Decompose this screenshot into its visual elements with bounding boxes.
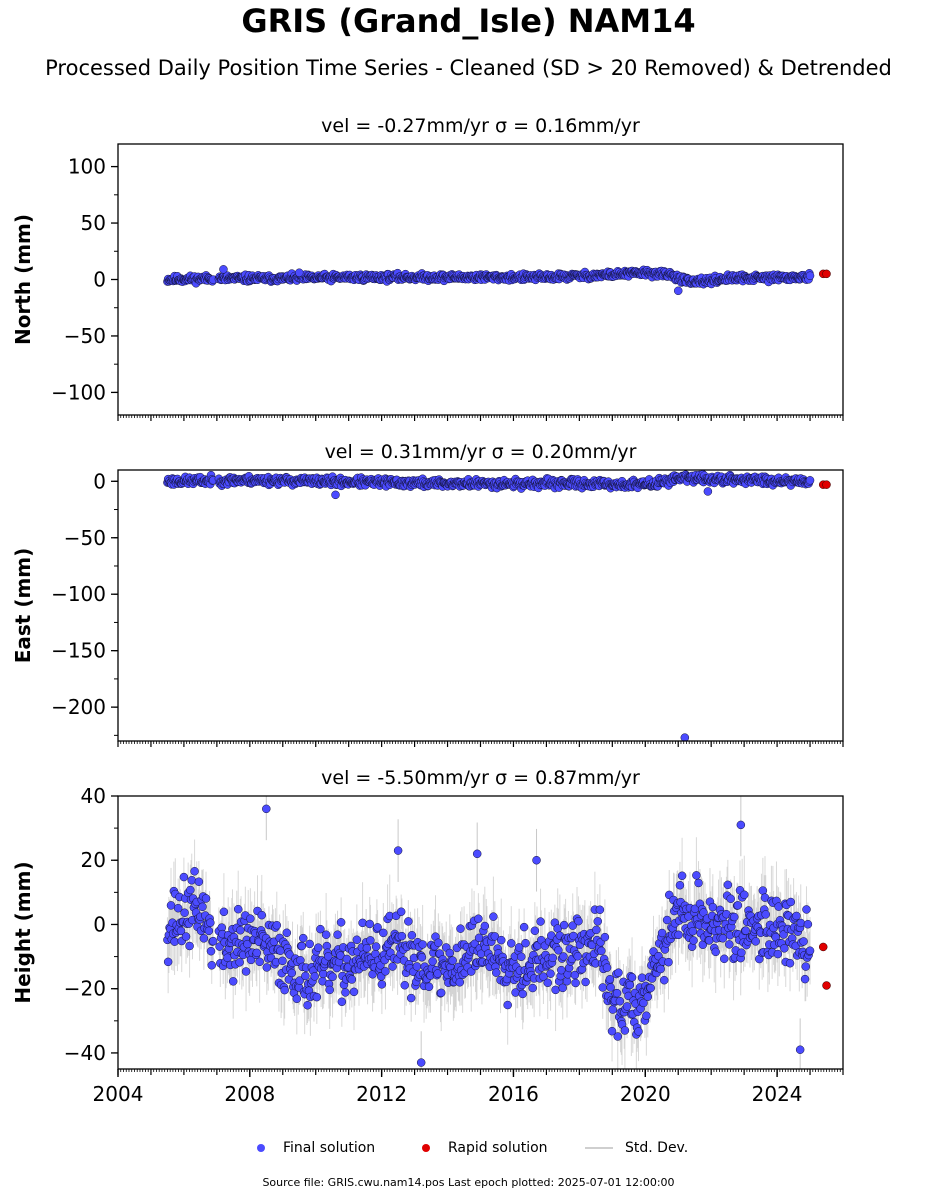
outlier-point (331, 490, 340, 500)
outlier-point (703, 487, 713, 496)
panel-title: vel = 0.31mm/yr σ = 0.20mm/yr (325, 441, 637, 463)
chart-subtitle: Processed Daily Position Time Series - C… (45, 56, 892, 80)
chart-title: GRIS (Grand_Isle) NAM14 (241, 2, 696, 40)
stddev-bars (166, 470, 811, 741)
outlier-point (219, 265, 228, 274)
outlier-point (673, 286, 683, 296)
y-axis-label: Height (mm) (11, 861, 35, 1003)
outlier-point (295, 268, 304, 277)
y-tick-label: 100 (68, 155, 106, 179)
y-tick-label: −50 (64, 324, 106, 348)
data-points (163, 265, 831, 296)
panel-height: vel = -5.50mm/yr σ = 0.87mm/yr Height (mm… (11, 767, 844, 1106)
data-points (163, 470, 831, 741)
y-axis-label: East (mm) (11, 548, 35, 664)
rapid-point (822, 269, 831, 279)
panel-title: vel = -5.50mm/yr σ = 0.87mm/yr (321, 767, 640, 789)
y-tick-label: −50 (64, 526, 106, 550)
y-tick-label: 0 (93, 268, 106, 292)
plots-area: vel = -0.27mm/yr σ = 0.16mm/yr North (mm)… (11, 115, 844, 1106)
rapid-point (822, 480, 831, 489)
final-point (805, 271, 815, 280)
panel-title: vel = -0.27mm/yr σ = 0.16mm/yr (321, 115, 640, 137)
panel-east: vel = 0.31mm/yr σ = 0.20mm/yr East (mm) −2… (11, 441, 844, 747)
y-axis-label: North (mm) (11, 214, 35, 345)
outlier-point (680, 733, 690, 741)
y-tick-label: −100 (51, 582, 106, 606)
final-point (805, 476, 815, 485)
axes-frame (117, 469, 844, 742)
y-tick-label: 0 (93, 469, 106, 493)
y-tick-label: −200 (51, 695, 106, 719)
y-tick-label: 50 (81, 211, 106, 235)
y-tick-label: −150 (51, 639, 106, 663)
panel-north: vel = -0.27mm/yr σ = 0.16mm/yr North (mm)… (11, 115, 844, 421)
y-tick-label: −100 (51, 380, 106, 404)
